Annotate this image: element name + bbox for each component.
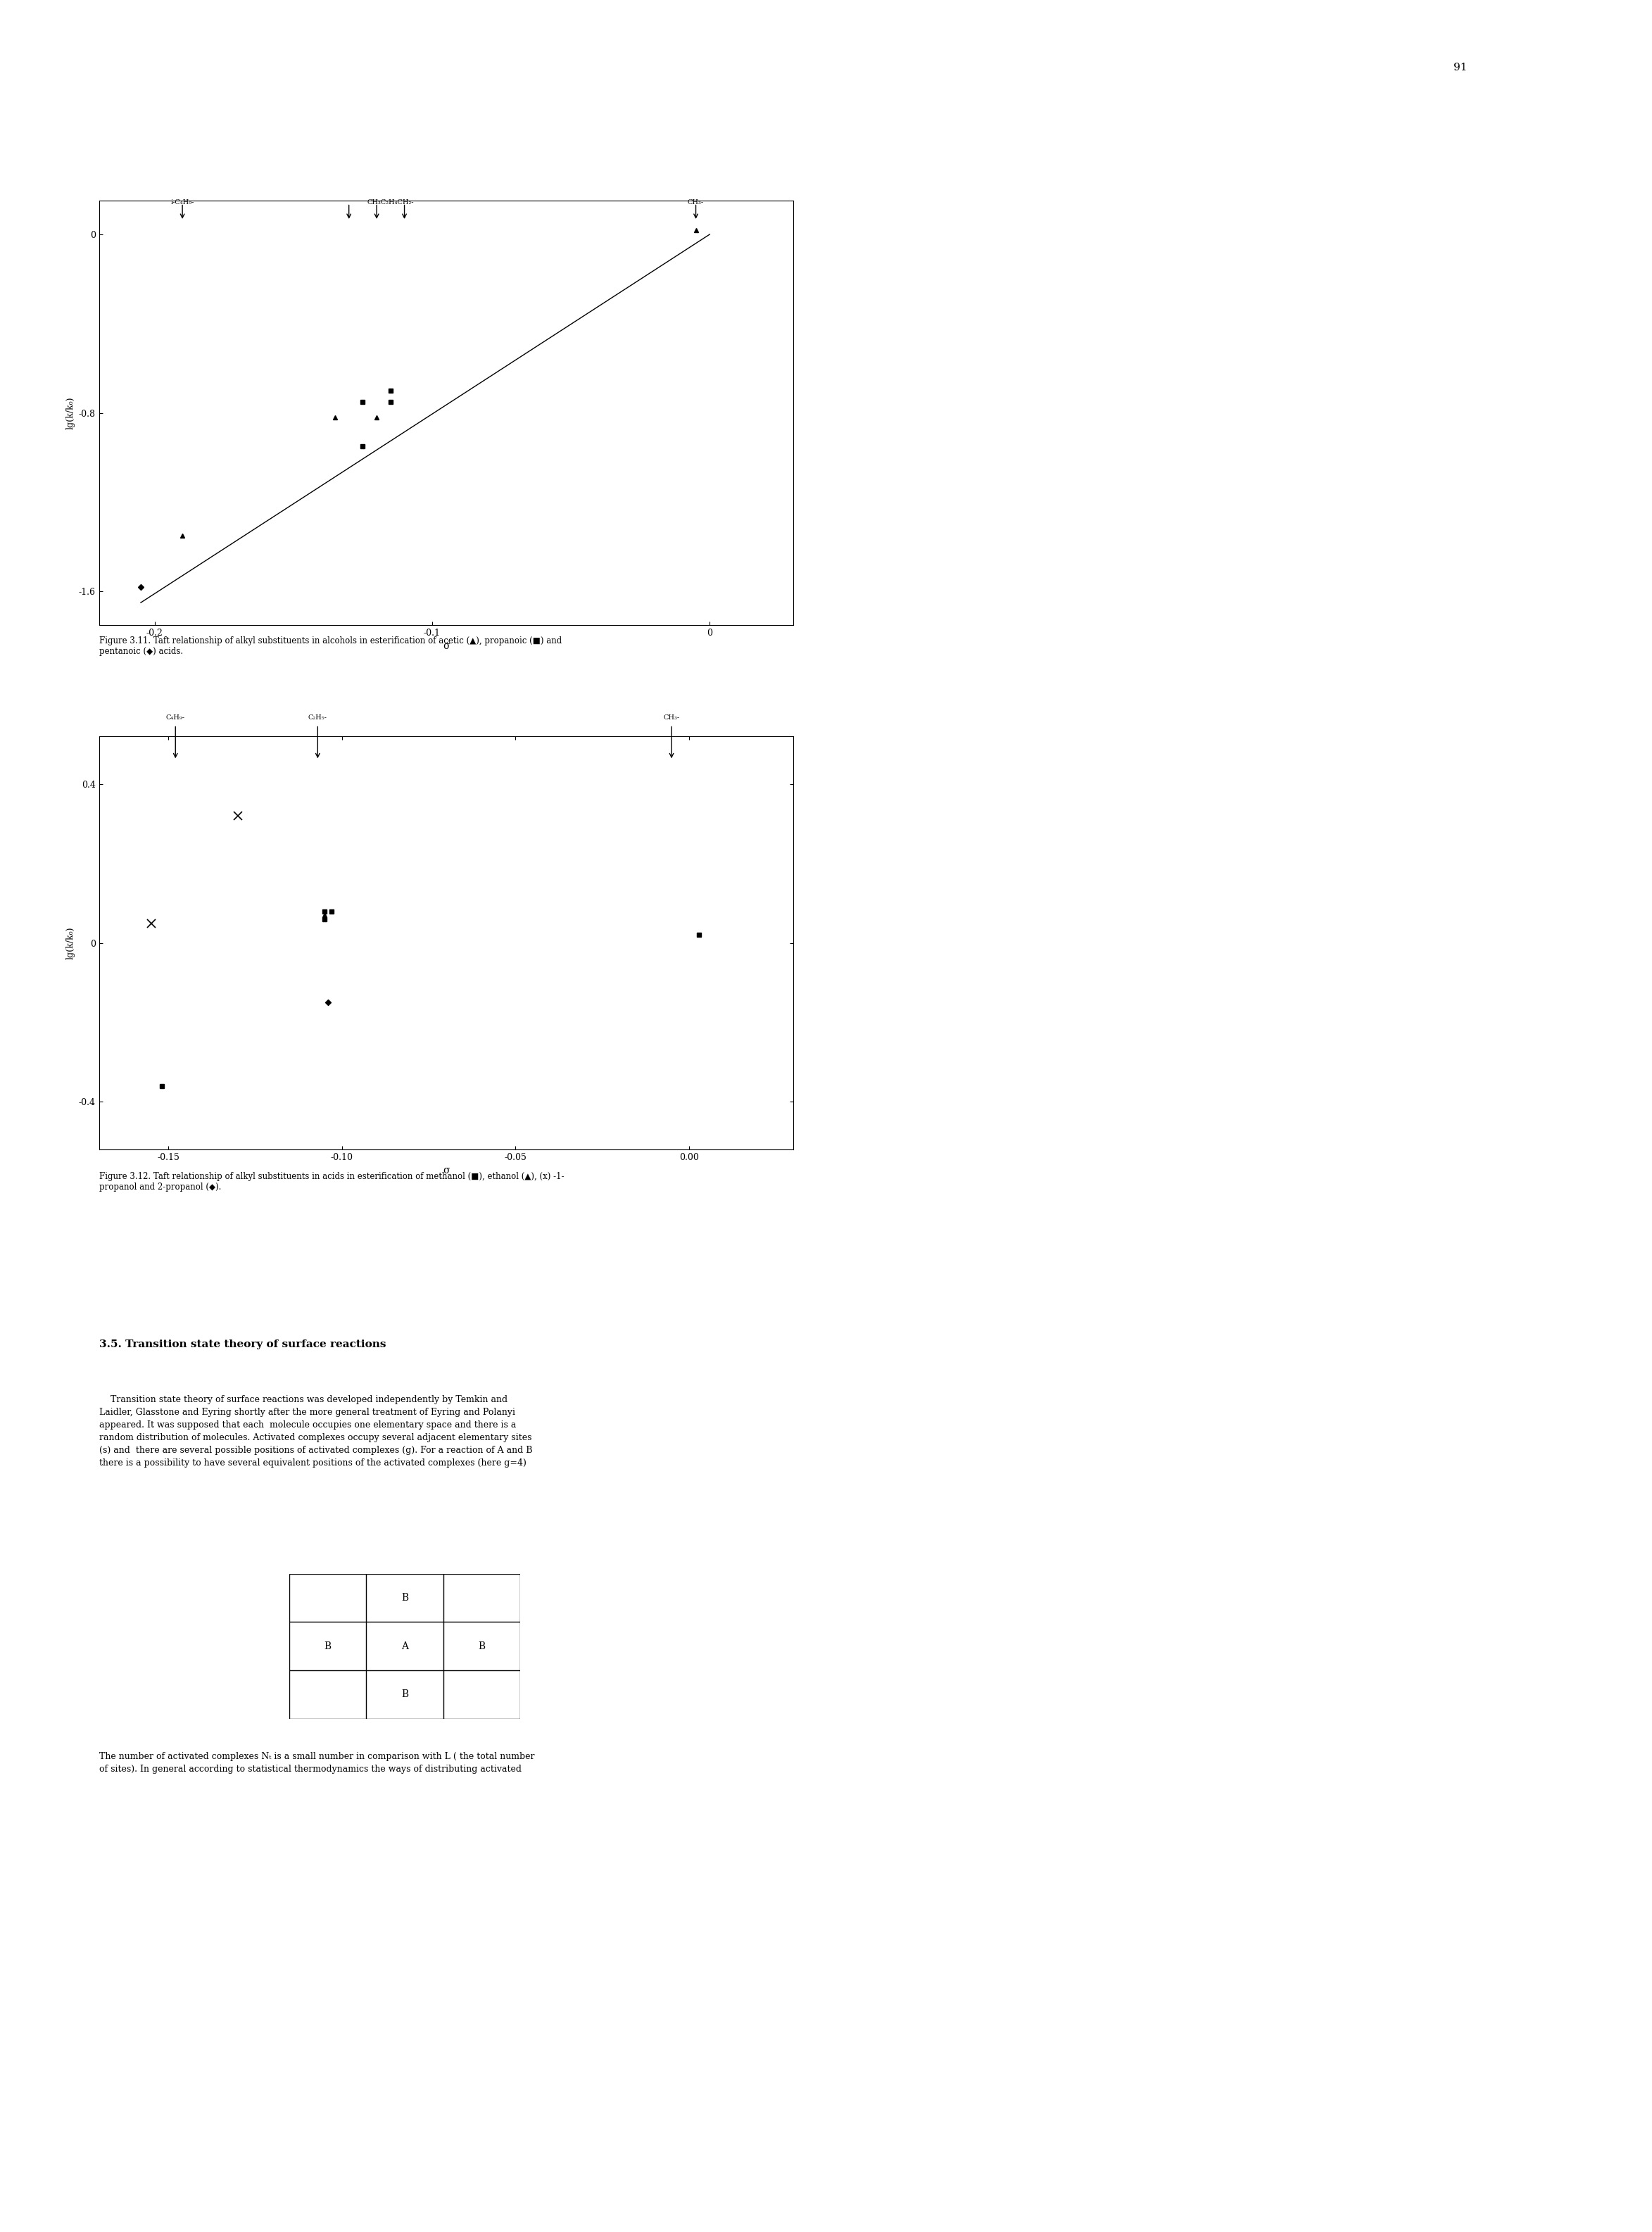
Y-axis label: lg(k/k₀): lg(k/k₀) <box>66 926 74 960</box>
Text: A: A <box>401 1641 408 1652</box>
Text: i-C₄H₉-: i-C₄H₉- <box>170 199 195 205</box>
Text: CH₃C₂H₄CH₂-: CH₃C₂H₄CH₂- <box>367 199 415 205</box>
Text: 3.5. Transition state theory of surface reactions: 3.5. Transition state theory of surface … <box>99 1339 387 1348</box>
X-axis label: σ: σ <box>443 641 449 652</box>
Text: Figure 3.12. Taft relationship of alkyl substituents in acids in esterification : Figure 3.12. Taft relationship of alkyl … <box>99 1172 563 1192</box>
Text: CH₃-: CH₃- <box>664 714 679 721</box>
Text: Figure 3.11. Taft relationship of alkyl substituents in alcohols in esterificati: Figure 3.11. Taft relationship of alkyl … <box>99 636 562 656</box>
Text: CH₃-: CH₃- <box>687 199 704 205</box>
X-axis label: σ: σ <box>443 1165 449 1176</box>
Text: The number of activated complexes Nₜ is a small number in comparison with L ( th: The number of activated complexes Nₜ is … <box>99 1752 535 1774</box>
Text: B: B <box>401 1690 408 1699</box>
Text: Transition state theory of surface reactions was developed independently by Temk: Transition state theory of surface react… <box>99 1395 532 1466</box>
Text: B: B <box>479 1641 486 1652</box>
Y-axis label: lg(k/k₀): lg(k/k₀) <box>66 397 74 429</box>
Text: 91: 91 <box>1454 62 1467 71</box>
Text: B: B <box>324 1641 330 1652</box>
Text: B: B <box>401 1594 408 1603</box>
Text: C₂H₅-: C₂H₅- <box>309 714 327 721</box>
Text: C₄H₉-: C₄H₉- <box>165 714 185 721</box>
